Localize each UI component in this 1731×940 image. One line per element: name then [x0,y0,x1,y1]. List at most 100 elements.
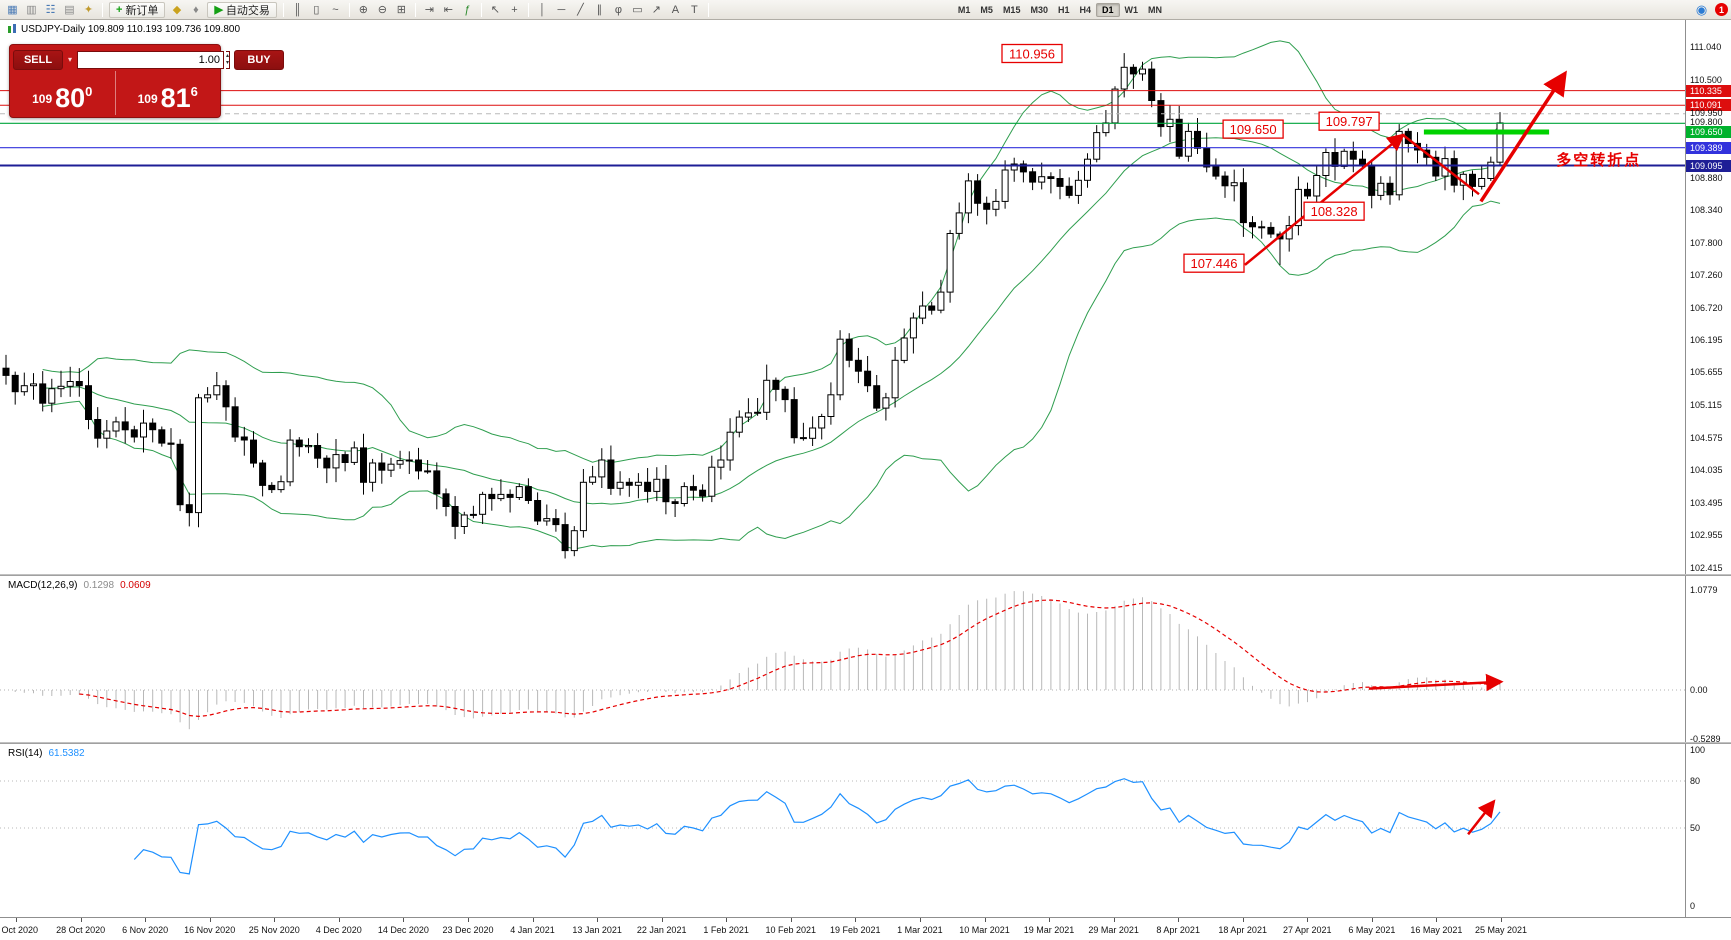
date-axis-tick [209,918,211,922]
rsi-canvas[interactable] [0,744,1685,917]
sell-price[interactable]: 109 80 0 [10,71,116,115]
timeframe-m30-button[interactable]: M30 [1030,4,1048,15]
tile-windows-icon[interactable]: ⊞ [396,4,407,16]
navigator-icon[interactable]: ✦ [83,4,94,16]
candlestick-chart-icon[interactable]: ▯ [313,4,320,16]
panel-separator[interactable] [0,574,1731,576]
buy-price-base: 109 [137,92,158,106]
date-axis-tick [468,918,469,922]
lot-dropdown-caret[interactable]: ▾ [67,55,72,64]
price-axis-label: 104.575 [1690,432,1723,443]
crosshair-icon[interactable]: + [511,3,518,16]
metaeditor-icon[interactable]: ◆ [172,4,182,16]
channel-icon[interactable]: ∥ [596,4,603,16]
line-chart-icon[interactable]: ~ [332,3,339,16]
toolbar-separator [282,2,284,17]
macd-main-value: 0.1298 [83,580,115,591]
timeframe-d1-button[interactable]: D1 [1096,2,1120,17]
timeframe-m1-button[interactable]: M1 [957,4,971,15]
lot-spin-up-icon[interactable]: ▴ [226,52,230,59]
toolbar-separator [480,2,482,17]
rsi-panel[interactable] [0,744,1685,917]
buy-price[interactable]: 109 81 6 [116,71,221,115]
sell-price-pips: 80 [55,83,86,113]
zoom-in-icon[interactable]: ⊕ [358,4,369,16]
price-axis-label: 104.035 [1690,465,1723,476]
rsi-indicator-label: RSI(14) 61.5382 [8,748,85,759]
toolbar-separator [102,2,103,17]
auto-trading-button[interactable]: ▶ 自动交易 [207,1,277,18]
toolbar: ▦ ▥ ☷ ▤ ✦ + 新订单 ◆ ♦ ▶ 自动交易 ║ ▯ ~ ⊕ ⊖ ⊞ ⇥ ⇤ ƒ ↖ + │ ─ ╱ ∥ φ ▭ ↗ A T M1 M5… [0,0,1731,20]
timeframe-m5-button[interactable]: M5 [980,4,993,15]
vertical-line-icon[interactable]: │ [538,3,546,16]
date-axis-tick [338,918,340,922]
svg-text:107.446: 107.446 [1191,256,1238,271]
lot-spin-down-icon[interactable]: ▾ [226,59,230,66]
auto-scroll-icon[interactable]: ⇥ [424,4,435,16]
market-watch-icon[interactable]: ☷ [45,4,56,16]
date-axis-label: 8 Apr 2021 [1156,925,1200,935]
price-axis-label: 106.720 [1690,303,1723,313]
community-icon[interactable]: ◉ [1695,1,1708,17]
lot-size-input[interactable] [77,50,224,69]
timeframe-m15-button[interactable]: M15 [1002,4,1021,15]
horizontal-line-icon[interactable]: ─ [557,3,566,16]
buy-button[interactable]: BUY [234,49,285,70]
shapes-icon[interactable]: ▭ [632,4,643,16]
horizontal-lines [0,90,1685,167]
date-axis-tick [919,918,921,922]
macd-panel[interactable] [0,576,1685,742]
arrows-icon[interactable]: ↗ [651,4,662,16]
timeframe-w1-button[interactable]: W1 [1124,4,1139,15]
indicators-icon[interactable]: ƒ [464,3,471,16]
timeframe-h4-button[interactable]: H4 [1079,4,1091,15]
fibonacci-icon[interactable]: φ [614,3,622,16]
rsi-axis-label: 80 [1690,776,1701,786]
date-axis-tick [532,918,534,922]
timeframe-h1-button[interactable]: H1 [1057,4,1070,15]
chart-shift-icon[interactable]: ⇤ [443,4,454,16]
date-axis[interactable]: 9 Oct 2020 28 Oct 2020 6 Nov 2020 16 Nov 20… [0,917,1731,940]
date-axis-label: 23 Dec 2020 [442,925,494,935]
symbol-ohlc-text: USDJPY-Daily 109.809 110.193 109.736 109… [21,24,241,35]
profiles-icon[interactable]: ▥ [26,4,37,16]
cursor-icon[interactable]: ↖ [490,4,501,16]
bar-chart-icon[interactable]: ║ [293,3,302,16]
date-axis-tick [274,918,276,922]
date-axis-tick [984,918,986,922]
macd-histogram [14,591,1501,730]
rsi-trend-arrow [1467,799,1496,836]
date-axis-tick [80,918,82,922]
date-axis-label: 25 May 2021 [1474,925,1528,935]
date-axis-label: 13 Jan 2021 [572,925,622,935]
notifications-badge[interactable]: 1 [1715,3,1728,16]
price-axis-label: 109.950 [1690,107,1723,118]
macd-canvas[interactable] [0,576,1685,742]
rsi-level-lines [0,780,1685,829]
date-axis-tick [1307,918,1309,922]
zoom-out-icon[interactable]: ⊖ [377,4,388,16]
new-order-button-icon: + [116,3,123,16]
sell-button[interactable]: SELL [13,49,63,70]
alerts-icon[interactable]: ♦ [193,3,199,16]
new-chart-icon[interactable]: ▦ [7,4,18,16]
bollinger-bands [42,40,1501,550]
macd-axis-label: -0.5289 [1690,734,1721,745]
rsi-line [133,778,1501,875]
price-axis[interactable]: 111.040 110.500 110.335 110.091 109.950 109.8… [1685,20,1731,917]
text-label-icon[interactable]: A [671,3,680,16]
lot-spinner[interactable]: ▴ ▾ [226,50,231,69]
main-chart-panel[interactable]: 110.956 109.650 109.797 108.328 107.446 多空转折点 [0,20,1685,574]
toolbar-separator [527,2,529,17]
date-axis-label: 19 Mar 2021 [1023,925,1075,935]
main-chart-canvas[interactable]: 110.956 109.650 109.797 108.328 107.446 多空转折点 [0,20,1685,574]
toolbar-separator [414,2,416,17]
new-order-button[interactable]: + 新订单 [109,1,166,18]
timeframe-mn-button[interactable]: MN [1148,4,1163,15]
trendline-icon[interactable]: ╱ [577,4,584,16]
date-axis-label: 28 Oct 2020 [56,925,106,935]
panel-separator[interactable] [0,742,1731,744]
date-axis-label: 25 Nov 2020 [248,925,300,935]
text-icon[interactable]: T [691,3,698,16]
data-window-icon[interactable]: ▤ [64,4,75,16]
